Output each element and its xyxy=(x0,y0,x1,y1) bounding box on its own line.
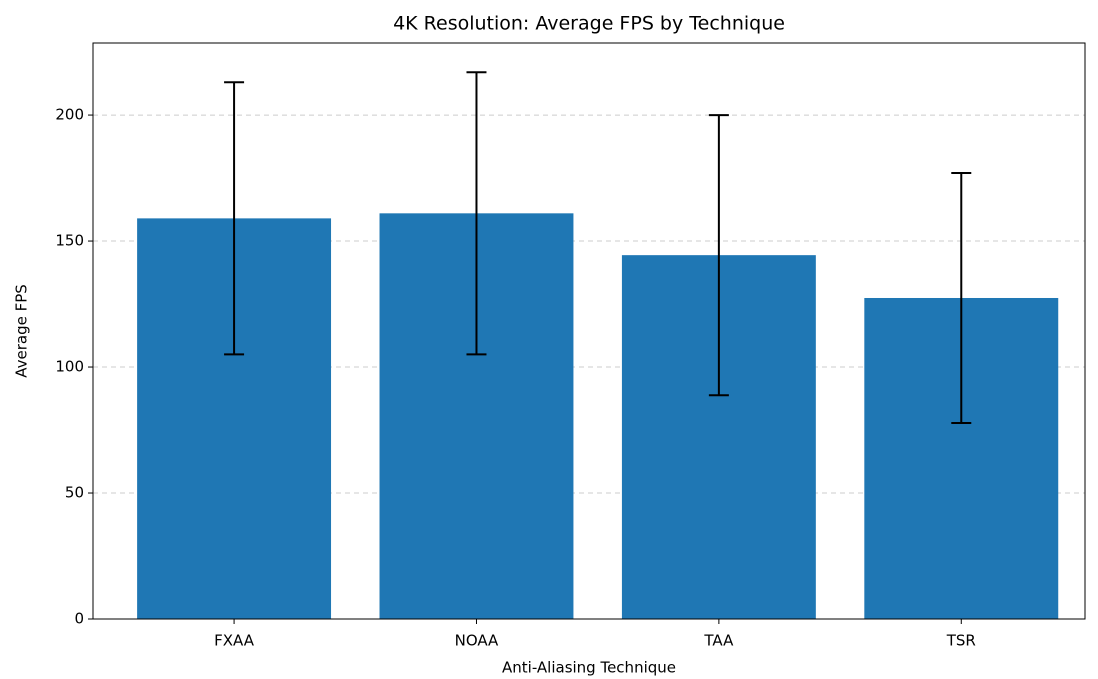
plot-frame xyxy=(92,42,1086,620)
error-bar xyxy=(708,114,729,397)
y-tick-label: 50 xyxy=(65,484,84,502)
x-axis-label: Anti-Aliasing Technique xyxy=(502,659,676,677)
chart-title: 4K Resolution: Average FPS by Technique xyxy=(393,13,785,35)
error-bar xyxy=(466,71,487,356)
x-tick-label: TSR xyxy=(946,632,976,650)
y-tick-label: 0 xyxy=(74,610,84,628)
x-tick-label: NOAA xyxy=(455,632,499,650)
x-tick-label: TAA xyxy=(703,632,734,650)
y-tick-label: 200 xyxy=(55,106,84,124)
y-axis-label: Average FPS xyxy=(13,284,31,378)
error-bar xyxy=(951,172,972,424)
x-tick-label: FXAA xyxy=(214,632,255,650)
y-tick-label: 100 xyxy=(55,358,84,376)
y-tick-label: 150 xyxy=(55,232,84,250)
error-bar xyxy=(224,81,245,356)
